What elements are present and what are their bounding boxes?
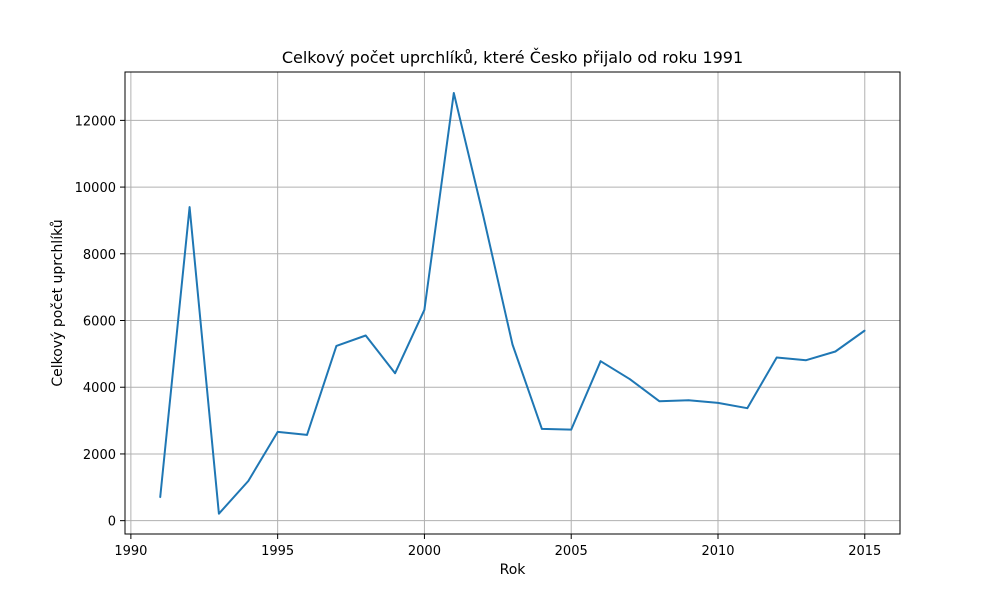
plot-frame	[124, 71, 901, 535]
data-point	[247, 480, 250, 482]
grid-layer	[125, 72, 900, 534]
y-tick-label: 10000	[75, 181, 116, 196]
x-tick-label: 1995	[261, 544, 294, 559]
tick-layer: 1990 1995 2000 2005 2010 2015 0 2000 4000 6000 800…	[75, 114, 882, 559]
data-point	[805, 359, 807, 362]
data-point	[511, 343, 514, 346]
data-point	[482, 214, 484, 216]
data-point	[775, 356, 778, 359]
y-tick-label: 12000	[75, 114, 116, 129]
x-tick-label: 2005	[555, 544, 588, 559]
data-point	[159, 496, 162, 499]
data-point	[423, 309, 426, 311]
data-point	[218, 512, 220, 515]
y-tick-label: 0	[108, 515, 116, 530]
chart-title: Celkový počet uprchlíků, které Česko při…	[282, 48, 743, 67]
data-point	[306, 434, 308, 436]
y-tick-label: 6000	[83, 315, 116, 330]
y-tick-label: 4000	[83, 381, 116, 396]
x-tick-label: 2015	[848, 544, 881, 559]
series-line	[159, 92, 866, 515]
x-tick-label: 1990	[114, 544, 147, 559]
series-layer	[159, 92, 866, 515]
data-point	[629, 378, 631, 381]
data-point	[541, 428, 543, 430]
data-point	[834, 350, 837, 353]
data-point	[188, 206, 191, 208]
data-point	[394, 372, 396, 375]
data-point	[599, 360, 602, 363]
data-point	[658, 400, 661, 403]
data-point	[570, 428, 573, 431]
data-point	[687, 399, 690, 402]
data-point	[746, 407, 749, 410]
x-tick-label: 2010	[701, 544, 734, 559]
y-tick-label: 2000	[83, 448, 116, 463]
data-point	[452, 92, 455, 94]
x-axis-label: Rok	[500, 562, 527, 578]
y-axis-label: Celkový počet uprchlíků	[50, 219, 66, 386]
data-point	[717, 402, 719, 404]
data-point	[364, 334, 367, 337]
data-point	[276, 431, 279, 433]
data-point	[335, 345, 338, 347]
data-point	[863, 329, 866, 332]
y-tick-label: 8000	[83, 248, 116, 263]
x-tick-label: 2000	[408, 544, 441, 559]
